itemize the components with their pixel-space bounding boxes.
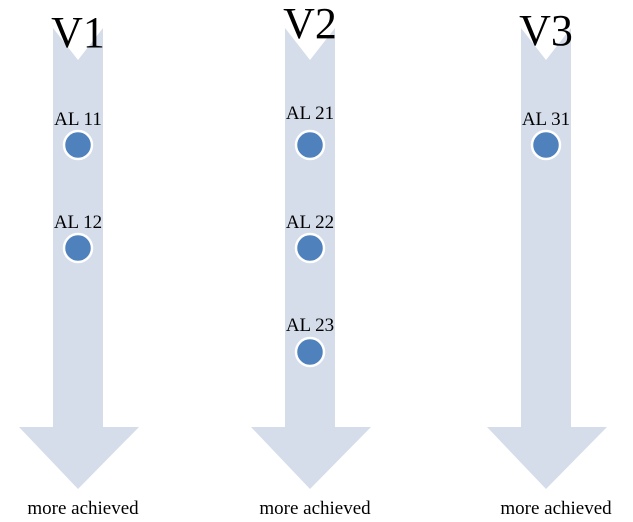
node-dot-al-31 [530, 129, 562, 161]
caption-v1: more achieved [27, 498, 139, 519]
node-dot-al-23 [294, 336, 326, 368]
node-label-al-31: AL 31 [522, 109, 570, 130]
caption-v2: more achieved [259, 498, 371, 519]
column-v3: V3 AL 31 more achieved [487, 6, 612, 519]
caption-v3: more achieved [500, 498, 612, 519]
column-title-v3: V3 [519, 6, 573, 55]
node-dot-al-11 [62, 129, 94, 161]
node-label-al-11: AL 11 [54, 109, 102, 130]
node-dot-al-22 [294, 232, 326, 264]
node-label-al-22: AL 22 [286, 212, 334, 233]
node-label-al-12: AL 12 [54, 212, 102, 233]
node-dot-al-12 [62, 232, 94, 264]
column-title-v2: V2 [283, 0, 337, 48]
node-label-al-21: AL 21 [286, 103, 334, 124]
node-label-al-23: AL 23 [286, 315, 334, 336]
down-arrow-v3 [487, 28, 607, 489]
column-v2: V2 AL 21 AL 22 AL 23 more achieved [251, 0, 371, 519]
column-title-v1: V1 [51, 8, 105, 57]
column-v1: V1 AL 11 AL 12 more achieved [19, 8, 139, 519]
node-dot-al-21 [294, 129, 326, 161]
